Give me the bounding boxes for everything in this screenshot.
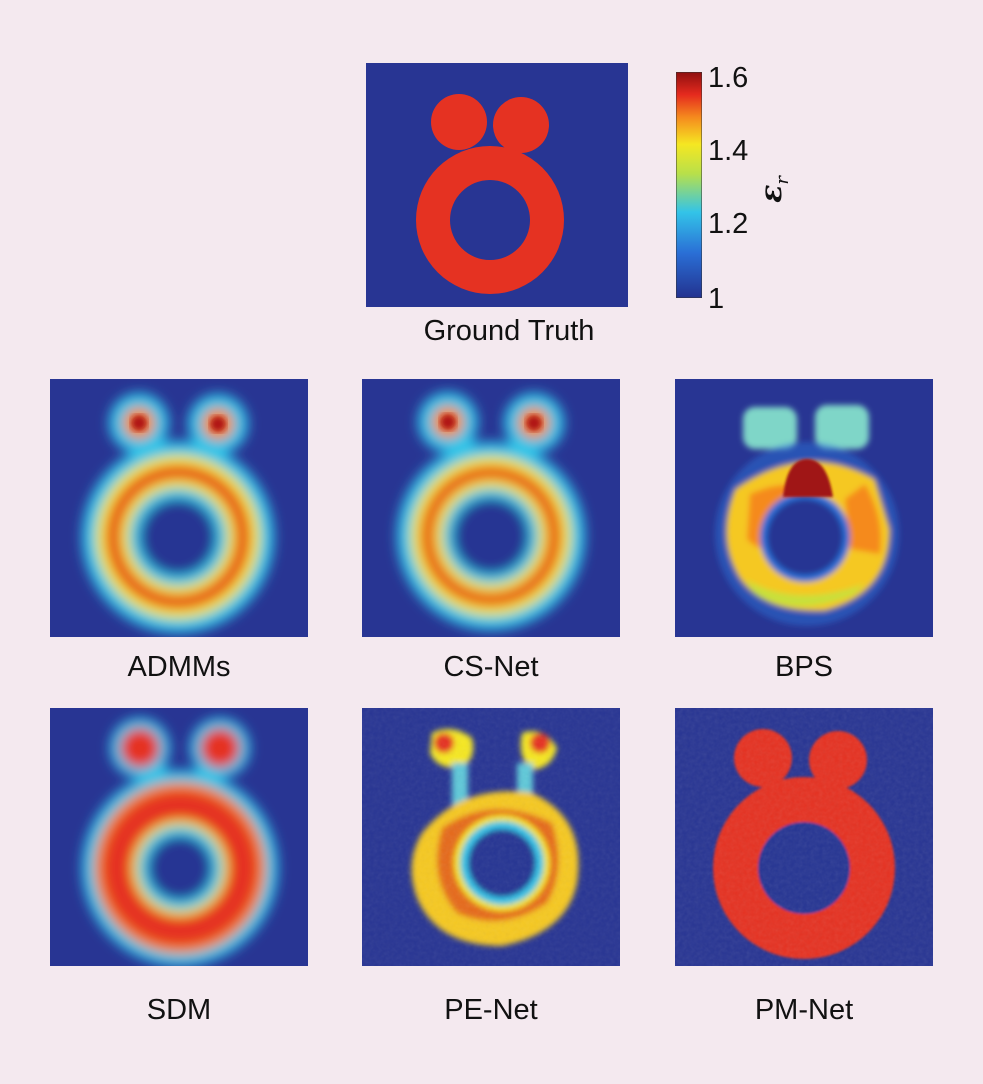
caption-pe-net: PE-Net	[444, 994, 538, 1026]
panel-pe-net	[362, 708, 620, 966]
panel-admms	[50, 379, 308, 637]
ground-truth-image	[366, 63, 628, 307]
colorbar-tick-1: 1	[708, 283, 725, 315]
colorbar-tick-1-4: 1.4	[708, 135, 749, 167]
sdm-image	[50, 708, 308, 966]
caption-ground-truth: Ground Truth	[423, 315, 595, 347]
pm-net-image	[675, 708, 933, 966]
caption-sdm: SDM	[146, 994, 212, 1026]
caption-admms: ADMMs	[127, 651, 231, 683]
bps-image	[675, 379, 933, 637]
panel-cs-net	[362, 379, 620, 637]
admms-image	[50, 379, 308, 637]
caption-pm-net: PM-Net	[754, 994, 854, 1026]
pe-net-image	[362, 708, 620, 966]
panel-sdm	[50, 708, 308, 966]
panel-bps	[675, 379, 933, 637]
caption-cs-net: CS-Net	[443, 651, 539, 683]
caption-bps: BPS	[774, 651, 834, 683]
colorbar	[676, 72, 702, 298]
colorbar-label: εr	[753, 176, 793, 203]
colorbar-tick-1-2: 1.2	[708, 208, 749, 240]
panel-pm-net	[675, 708, 933, 966]
panel-ground-truth	[366, 63, 628, 307]
colorbar-tick-1-6: 1.6	[708, 62, 749, 94]
cs-net-image	[362, 379, 620, 637]
